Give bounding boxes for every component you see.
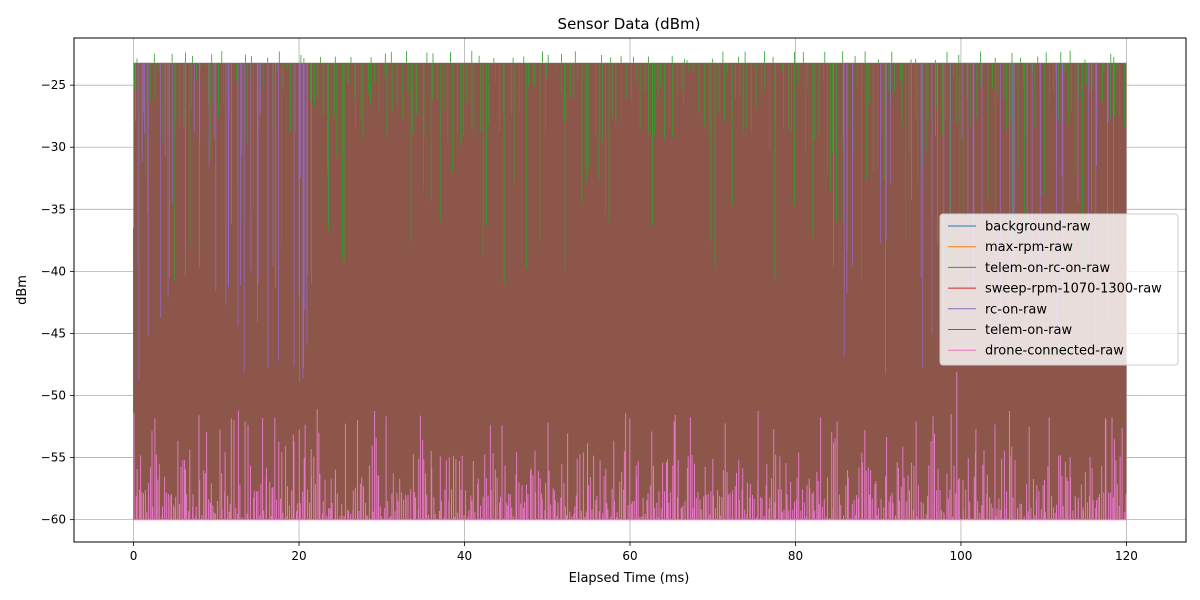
x-axis-title: Elapsed Time (ms) — [569, 571, 690, 586]
series-telem-on-rc-on-raw-peaks — [136, 50, 1115, 63]
legend: background-raw max-rpm-raw telem-on-rc-on-… — [939, 213, 1179, 366]
series-rc-on-raw — [135, 62, 1114, 382]
chart-title: Sensor Data (dBm) — [558, 15, 701, 33]
legend-label-rc-on-raw: rc-on-raw — [985, 302, 1047, 317]
legend-label-sweep-rpm-1070-1300-raw: sweep-rpm-1070-1300-raw — [985, 282, 1162, 297]
y-tick-label: −45 — [41, 326, 66, 340]
x-tick-label: 0 — [130, 549, 138, 563]
y-tick-label: −35 — [41, 202, 66, 216]
y-tick-label: −60 — [41, 513, 66, 527]
legend-label-background-raw: background-raw — [985, 220, 1091, 235]
series-drone-connected-raw — [133, 371, 1127, 520]
x-tick-label: 20 — [291, 549, 306, 563]
x-tick-label: 80 — [788, 549, 803, 563]
x-tick-label: 100 — [949, 549, 972, 563]
legend-label-max-rpm-raw: max-rpm-raw — [985, 240, 1073, 255]
y-tick-label: −55 — [41, 451, 66, 465]
legend-label-drone-connected-raw: drone-connected-raw — [985, 344, 1124, 359]
x-tick-label: 120 — [1115, 549, 1138, 563]
y-tick-label: −50 — [41, 389, 66, 403]
x-tick-label: 40 — [457, 549, 472, 563]
y-tick-label: −30 — [41, 140, 66, 154]
legend-label-telem-on-rc-on-raw: telem-on-rc-on-raw — [985, 261, 1111, 276]
y-tick-label: −25 — [41, 78, 66, 92]
legend-box — [939, 213, 1179, 366]
legend-label-telem-on-raw: telem-on-raw — [985, 323, 1072, 338]
y-tick-label: −40 — [41, 264, 66, 278]
y-axis-title: dBm — [15, 275, 30, 305]
x-tick-label: 60 — [622, 549, 637, 563]
